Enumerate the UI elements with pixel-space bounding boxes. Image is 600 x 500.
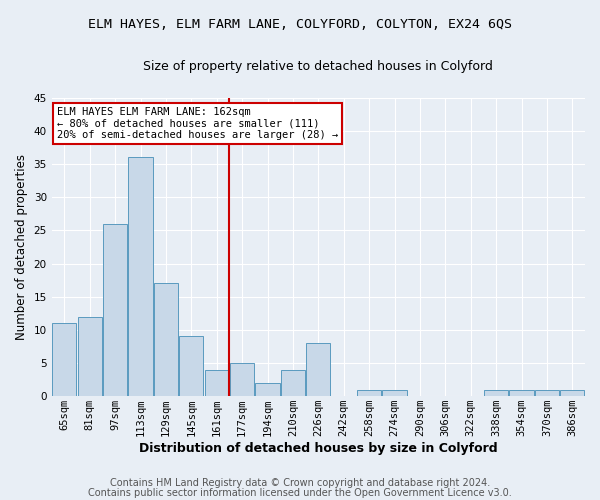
Bar [128,158,152,396]
Text: ELM HAYES ELM FARM LANE: 162sqm
← 80% of detached houses are smaller (111)
20% o: ELM HAYES ELM FARM LANE: 162sqm ← 80% of… [57,106,338,140]
Bar [535,390,559,396]
Bar [52,323,76,396]
Text: Contains public sector information licensed under the Open Government Licence v3: Contains public sector information licen… [88,488,512,498]
Bar [103,224,127,396]
Bar [205,370,229,396]
Text: Contains HM Land Registry data © Crown copyright and database right 2024.: Contains HM Land Registry data © Crown c… [110,478,490,488]
Bar [77,316,102,396]
Title: Size of property relative to detached houses in Colyford: Size of property relative to detached ho… [143,60,493,73]
Bar [357,390,381,396]
Bar [560,390,584,396]
Bar [484,390,508,396]
Bar [230,363,254,396]
X-axis label: Distribution of detached houses by size in Colyford: Distribution of detached houses by size … [139,442,497,455]
Bar [306,343,331,396]
Bar [509,390,533,396]
Bar [281,370,305,396]
Bar [256,383,280,396]
Y-axis label: Number of detached properties: Number of detached properties [15,154,28,340]
Bar [382,390,407,396]
Text: ELM HAYES, ELM FARM LANE, COLYFORD, COLYTON, EX24 6QS: ELM HAYES, ELM FARM LANE, COLYFORD, COLY… [88,18,512,30]
Bar [179,336,203,396]
Bar [154,284,178,396]
